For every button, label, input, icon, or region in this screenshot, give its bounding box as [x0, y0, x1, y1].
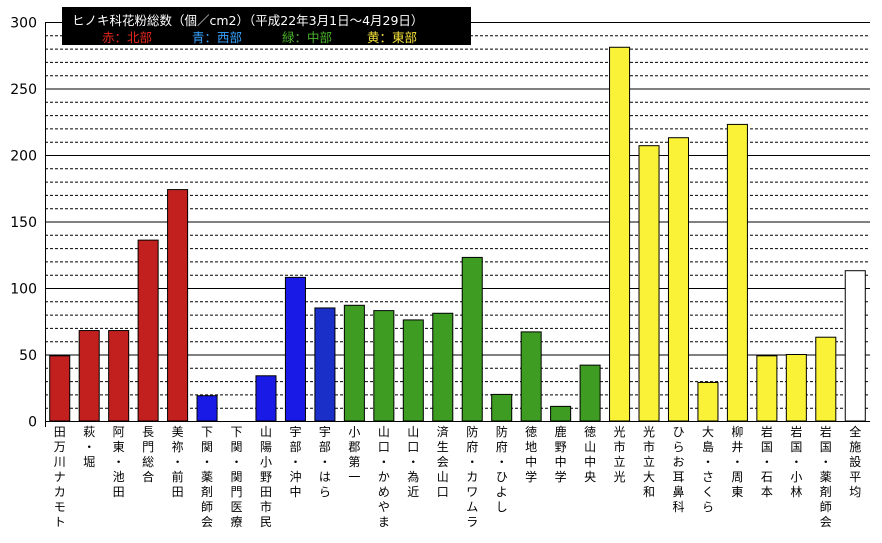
bar [520, 331, 542, 422]
x-tick-label: 済生会山口 [437, 424, 449, 499]
x-tick-label: 宇部・はら [319, 425, 331, 499]
x-tick-label: 阿東・池田 [113, 425, 125, 499]
x-tick-label: 全施設平均 [849, 424, 861, 499]
bar [461, 256, 483, 422]
x-tick-label: 光市立光 [614, 425, 626, 484]
bar [815, 336, 837, 422]
y-tick-label: 150 [10, 215, 37, 231]
bar [785, 354, 807, 422]
x-tick-label: 徳地中学 [525, 424, 537, 484]
x-tick-label: 岩国・薬剤師会 [820, 424, 832, 529]
x-tick-label: 柳井・周東 [731, 425, 743, 499]
title-box: ヒノキ科花粉総数（個／cm2）（平成22年3月1日～4月29日） 赤：北部 青：… [62, 7, 471, 45]
x-tick-label: 宇部・沖中 [289, 425, 301, 499]
x-tick-label: 防府・カワムラ [466, 424, 478, 529]
legend-entry-west: 青：西部 [192, 30, 243, 45]
x-tick-label: 長門総合 [142, 425, 154, 484]
x-tick-label: 山陽小野田市民 [260, 425, 272, 529]
bar [284, 276, 306, 422]
bar [432, 312, 454, 422]
bar [373, 310, 395, 422]
bar [78, 330, 100, 422]
bar [402, 319, 424, 422]
x-tick-label: ひらお耳鼻科 [672, 425, 684, 514]
bar [579, 364, 601, 422]
bar [609, 46, 631, 422]
bar [108, 330, 130, 422]
x-tick-label: 下関・薬剤師会 [201, 425, 213, 529]
legend-entry-central: 緑：中部 [282, 30, 333, 45]
bar [196, 395, 218, 422]
x-tick-label: 光市立大和 [643, 425, 655, 499]
bar [314, 307, 336, 422]
x-tick-label: 田万川ナカモト [54, 425, 66, 529]
bar [756, 355, 778, 422]
bar [343, 304, 365, 422]
y-tick-label: 50 [19, 348, 37, 364]
bar [726, 123, 748, 422]
bar [491, 393, 513, 422]
chart-title: ヒノキ科花粉総数（個／cm2）（平成22年3月1日～4月29日） [72, 13, 424, 28]
bar [844, 270, 866, 422]
x-tick-label: 鹿野中学 [555, 424, 567, 484]
x-tick-label: 防府・ひよし [496, 424, 508, 514]
bar [167, 189, 189, 422]
x-tick-label: 岩国・小林 [790, 424, 802, 499]
bar [49, 355, 71, 422]
bar [667, 137, 690, 422]
y-tick-label: 300 [10, 16, 37, 32]
y-tick-label: 200 [10, 149, 37, 165]
y-tick-label: 250 [10, 82, 37, 98]
x-tick-label: 小郡第一 [348, 425, 360, 484]
x-tick-label: 岩国・石本 [761, 424, 773, 499]
bar [255, 375, 277, 422]
bar [638, 145, 660, 422]
x-tick-label: 大島・さくら [702, 425, 714, 514]
bar [550, 405, 572, 422]
x-tick-label: 徳山中央 [584, 424, 596, 484]
x-tick-label: 下関・関門医療 [231, 425, 243, 529]
bar [697, 381, 719, 422]
x-tick-label: 山口・為近 [407, 425, 419, 499]
y-tick-label: 0 [28, 415, 37, 431]
y-tick-label: 100 [10, 282, 37, 298]
x-tick-label: 美祢・前田 [172, 425, 184, 499]
x-tick-label: 萩・堀 [83, 425, 95, 469]
legend-entry-north: 赤：北部 [102, 30, 153, 45]
bar [137, 239, 159, 422]
legend-entry-east: 黄：東部 [367, 30, 418, 45]
x-tick-label: 山口・かめやま [378, 425, 390, 529]
